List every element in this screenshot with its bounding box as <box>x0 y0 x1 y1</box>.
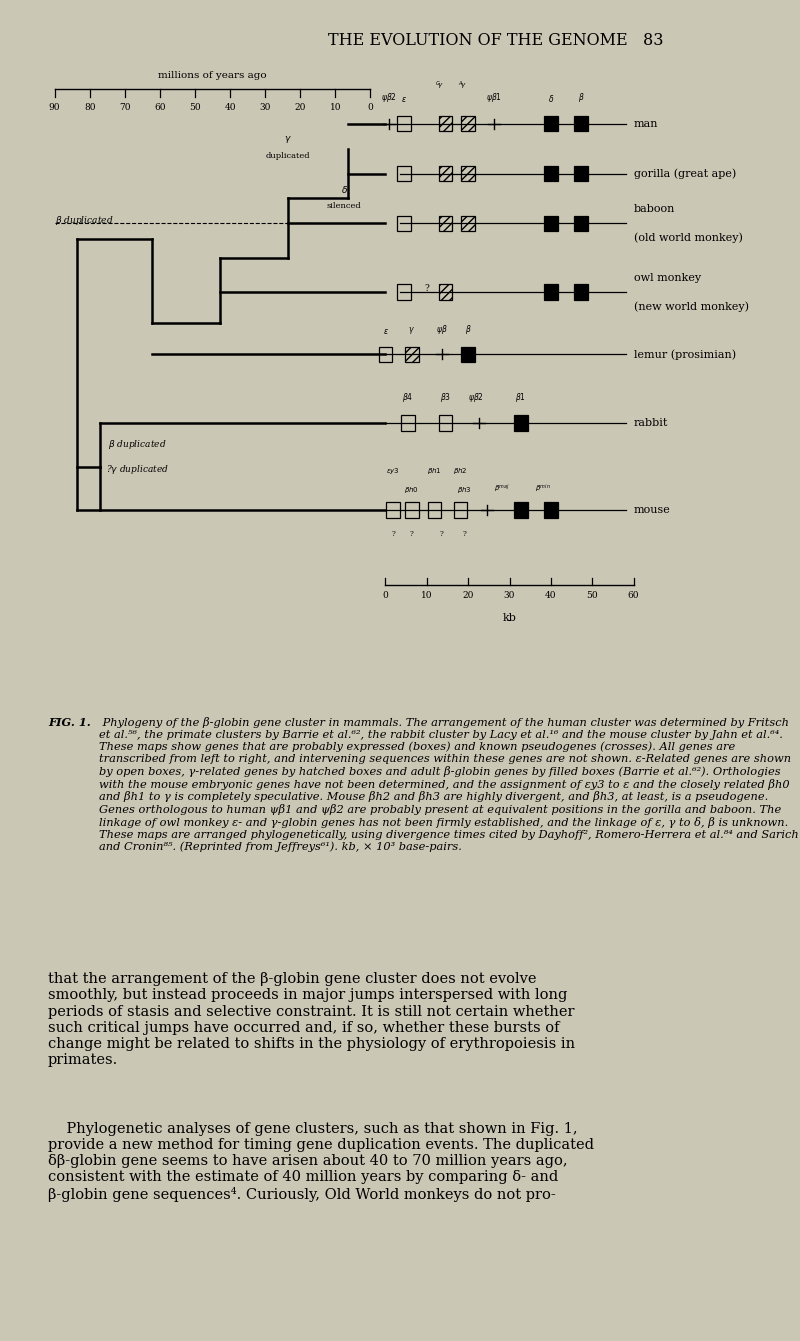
Text: ?: ? <box>410 530 414 538</box>
Text: baboon: baboon <box>634 204 675 215</box>
Text: 10: 10 <box>330 103 341 113</box>
Text: 20: 20 <box>294 103 306 113</box>
Text: $\gamma$: $\gamma$ <box>284 134 291 145</box>
Bar <box>402 416 414 430</box>
Text: $\delta$: $\delta$ <box>341 184 348 196</box>
Text: $\delta$: $\delta$ <box>548 93 554 103</box>
Bar <box>454 503 467 518</box>
Text: 30: 30 <box>259 103 271 113</box>
Text: 0: 0 <box>382 591 388 601</box>
Bar <box>439 115 452 131</box>
Bar <box>544 115 558 131</box>
Text: 50: 50 <box>189 103 201 113</box>
Bar <box>427 503 441 518</box>
Bar <box>405 346 418 362</box>
Bar <box>439 216 452 231</box>
Text: $\epsilon$: $\epsilon$ <box>402 95 407 103</box>
Bar <box>574 166 588 181</box>
Bar <box>544 503 558 518</box>
Text: $\beta h3$: $\beta h3$ <box>457 484 472 495</box>
Text: ?: ? <box>440 530 444 538</box>
Text: that the arrangement of the β-globin gene cluster does not evolve
smoothly, but : that the arrangement of the β-globin gen… <box>48 972 575 1067</box>
Text: (new world monkey): (new world monkey) <box>634 302 749 312</box>
Text: 50: 50 <box>586 591 598 601</box>
Text: $\beta$ duplicated: $\beta$ duplicated <box>108 439 166 451</box>
Text: gorilla (great ape): gorilla (great ape) <box>634 168 736 178</box>
Text: $\epsilon$: $\epsilon$ <box>382 327 388 335</box>
Text: $\epsilon y3$: $\epsilon y3$ <box>386 465 400 476</box>
Bar <box>574 284 588 300</box>
Text: 10: 10 <box>421 591 433 601</box>
Bar <box>398 115 411 131</box>
Text: lemur (prosimian): lemur (prosimian) <box>634 349 736 359</box>
Bar <box>462 216 475 231</box>
Text: duplicated: duplicated <box>266 152 310 160</box>
Bar <box>398 284 411 300</box>
Text: 90: 90 <box>49 103 60 113</box>
Text: $\beta^{maj}$: $\beta^{maj}$ <box>494 483 510 495</box>
Bar <box>544 216 558 231</box>
Text: $\beta$ duplicated: $\beta$ duplicated <box>54 213 113 227</box>
Text: ?: ? <box>425 284 429 294</box>
Text: $\psi\beta1$: $\psi\beta1$ <box>486 91 502 103</box>
Bar <box>462 346 475 362</box>
Bar <box>544 166 558 181</box>
Text: 70: 70 <box>119 103 130 113</box>
Text: FIG. 1.: FIG. 1. <box>48 717 90 728</box>
Text: $\psi\beta2$: $\psi\beta2$ <box>468 392 484 404</box>
Text: ?: ? <box>391 530 395 538</box>
Text: $\beta^{min}$: $\beta^{min}$ <box>535 483 551 495</box>
Text: kb: kb <box>502 613 517 624</box>
Bar <box>462 166 475 181</box>
Bar <box>398 166 411 181</box>
Text: $\beta$: $\beta$ <box>578 91 584 103</box>
Bar <box>514 503 527 518</box>
Text: THE EVOLUTION OF THE GENOME   83: THE EVOLUTION OF THE GENOME 83 <box>328 32 664 50</box>
Bar <box>439 166 452 181</box>
Text: $\beta h1$: $\beta h1$ <box>427 465 442 476</box>
Text: $\psi\beta2$: $\psi\beta2$ <box>382 91 397 103</box>
Text: ?$\gamma$ duplicated: ?$\gamma$ duplicated <box>106 464 169 476</box>
Text: $^A\!\gamma$: $^A\!\gamma$ <box>458 80 466 93</box>
Text: 60: 60 <box>628 591 639 601</box>
Text: Phylogenetic analyses of gene clusters, such as that shown in Fig. 1,
provide a : Phylogenetic analyses of gene clusters, … <box>48 1122 594 1202</box>
Text: $\psi\beta$: $\psi\beta$ <box>436 323 448 335</box>
Text: $\beta4$: $\beta4$ <box>402 392 414 404</box>
Text: $\beta1$: $\beta1$ <box>515 392 526 404</box>
Bar <box>462 115 475 131</box>
Bar <box>398 216 411 231</box>
Text: silenced: silenced <box>326 201 362 209</box>
Bar <box>544 284 558 300</box>
Text: $\beta$: $\beta$ <box>465 323 471 335</box>
Text: millions of years ago: millions of years ago <box>158 71 266 79</box>
Text: $\beta h0$: $\beta h0$ <box>404 484 419 495</box>
Text: $\beta h2$: $\beta h2$ <box>454 465 468 476</box>
Bar <box>405 503 418 518</box>
Bar <box>574 115 588 131</box>
Text: 40: 40 <box>545 591 557 601</box>
Text: man: man <box>634 118 658 129</box>
Text: mouse: mouse <box>634 506 670 515</box>
Text: 0: 0 <box>367 103 374 113</box>
Bar <box>514 416 527 430</box>
Text: 40: 40 <box>224 103 236 113</box>
Text: 80: 80 <box>84 103 95 113</box>
Text: ?: ? <box>462 530 466 538</box>
Text: 30: 30 <box>504 591 515 601</box>
Text: owl monkey: owl monkey <box>634 272 701 283</box>
Bar <box>439 284 452 300</box>
Text: $^G\!\gamma$: $^G\!\gamma$ <box>435 80 444 93</box>
Bar <box>574 216 588 231</box>
Text: $\beta3$: $\beta3$ <box>440 392 451 404</box>
Text: (old world monkey): (old world monkey) <box>634 233 742 243</box>
Bar <box>378 346 392 362</box>
Text: rabbit: rabbit <box>634 418 668 428</box>
Bar <box>386 503 400 518</box>
Text: Phylogeny of the β-globin gene cluster in mammals. The arrangement of the human : Phylogeny of the β-globin gene cluster i… <box>99 717 799 852</box>
Text: 60: 60 <box>154 103 166 113</box>
Text: 20: 20 <box>462 591 474 601</box>
Bar <box>439 416 452 430</box>
Text: $\gamma$: $\gamma$ <box>408 325 415 335</box>
